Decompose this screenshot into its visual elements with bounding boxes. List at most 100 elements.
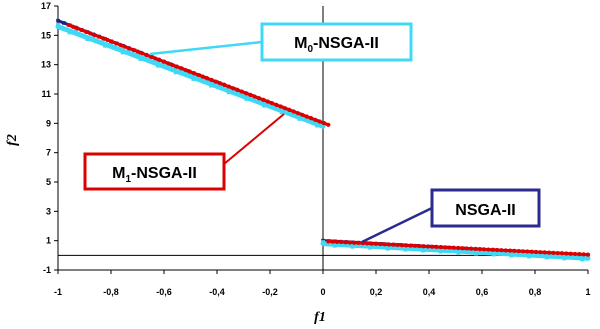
data-point	[568, 253, 573, 258]
data-point	[525, 249, 530, 254]
series-m1-nsga-ii	[66, 22, 591, 257]
data-point	[365, 241, 370, 246]
data-point	[368, 245, 373, 250]
data-point	[238, 93, 243, 98]
data-point	[397, 245, 402, 250]
data-point	[88, 31, 93, 36]
data-point	[62, 21, 66, 25]
m1-callout-box	[83, 152, 226, 191]
data-point	[197, 76, 202, 81]
data-point	[203, 79, 208, 84]
data-point	[468, 249, 473, 254]
data-point	[166, 61, 171, 66]
data-point	[213, 79, 218, 84]
y-tick-label: -1	[43, 265, 51, 275]
data-point	[70, 24, 76, 29]
nsga-callout-box	[430, 188, 541, 228]
data-point	[135, 49, 140, 54]
data-point	[235, 87, 240, 92]
data-point	[474, 251, 479, 256]
data-point	[559, 251, 565, 256]
nsga-callout-label: NSGA-II	[455, 202, 515, 219]
data-point	[114, 41, 119, 46]
data-point	[282, 106, 288, 111]
data-point	[497, 249, 502, 254]
data-point	[415, 246, 420, 251]
data-point	[291, 109, 296, 114]
x-tick-label: -0,8	[103, 287, 119, 297]
data-point	[404, 243, 409, 248]
data-point	[520, 249, 526, 254]
data-point	[538, 253, 543, 258]
data-point	[399, 243, 404, 248]
data-point	[140, 51, 145, 56]
data-point	[248, 92, 253, 97]
data-point	[244, 96, 249, 101]
data-point	[509, 253, 514, 258]
data-point	[385, 246, 390, 251]
m1-leader-line	[223, 113, 285, 165]
y-axis-title: f2	[5, 134, 20, 146]
x-tick-label: -0,6	[156, 287, 172, 297]
data-point	[456, 250, 461, 255]
data-point	[132, 53, 137, 58]
data-point	[581, 252, 586, 257]
data-point	[291, 113, 296, 118]
data-point	[150, 59, 155, 64]
data-point	[490, 247, 495, 252]
data-point	[527, 254, 532, 259]
data-point	[434, 244, 439, 249]
data-point	[287, 107, 292, 112]
x-tick-label: -0,2	[262, 287, 278, 297]
data-point	[170, 62, 175, 68]
data-point	[153, 56, 158, 61]
data-point	[533, 251, 537, 256]
data-point	[386, 242, 391, 247]
data-point	[67, 30, 72, 35]
data-point	[265, 99, 270, 104]
data-point	[568, 251, 573, 256]
data-point	[516, 248, 521, 254]
data-point	[464, 246, 469, 251]
data-point	[480, 249, 484, 253]
data-point	[482, 247, 487, 252]
data-point	[529, 249, 534, 254]
data-point	[97, 40, 102, 45]
data-point	[421, 248, 426, 253]
series-segment	[55, 24, 326, 129]
data-point	[200, 74, 205, 79]
x-tick-label: 0,8	[529, 287, 542, 297]
series-layer	[55, 18, 591, 262]
data-point	[297, 116, 302, 121]
data-point	[91, 36, 96, 41]
data-point	[469, 246, 474, 251]
data-point	[450, 248, 455, 253]
data-point	[350, 244, 355, 249]
data-point	[412, 243, 417, 248]
data-point	[56, 23, 60, 28]
data-point	[278, 104, 283, 109]
data-point	[512, 248, 517, 253]
y-tick-label: 11	[41, 89, 51, 99]
data-point	[273, 106, 278, 111]
x-tick-label: 1	[585, 287, 590, 297]
data-point	[447, 245, 452, 250]
data-point	[131, 47, 136, 53]
data-point	[352, 240, 357, 245]
data-point	[443, 245, 448, 250]
x-tick-label: 0	[320, 287, 325, 297]
m1-callout-label: M1-NSGA-II	[112, 165, 197, 185]
data-point	[544, 255, 549, 260]
data-point	[85, 37, 90, 42]
data-point	[477, 247, 482, 252]
data-point	[326, 122, 331, 127]
data-point	[326, 239, 331, 244]
data-point	[268, 102, 272, 107]
data-point	[220, 86, 225, 91]
data-point	[256, 96, 262, 101]
data-point	[432, 247, 437, 252]
data-point	[462, 248, 467, 253]
data-point	[347, 240, 353, 245]
data-point	[226, 84, 231, 89]
data-point	[185, 73, 190, 78]
